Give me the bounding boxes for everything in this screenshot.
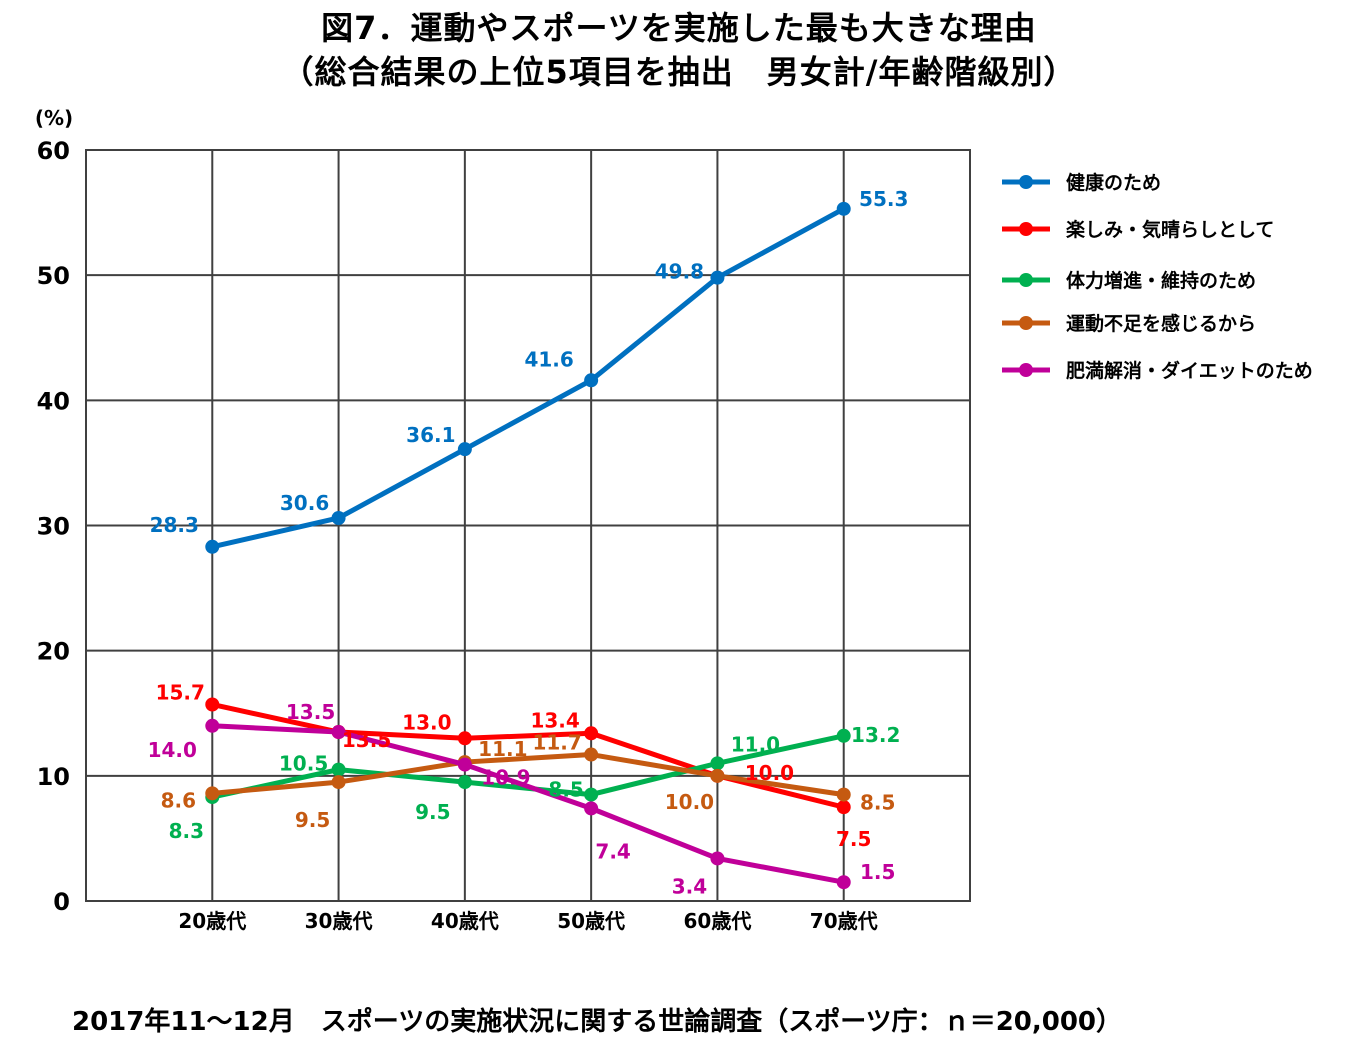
y-axis-label: (%) bbox=[35, 106, 73, 130]
x-tick-label: 30歳代 bbox=[305, 909, 373, 933]
data-label: 9.5 bbox=[415, 800, 450, 824]
data-label: 13.5 bbox=[342, 728, 391, 752]
data-point bbox=[710, 756, 724, 770]
data-label: 49.8 bbox=[655, 260, 704, 284]
data-label: 7.5 bbox=[836, 827, 871, 851]
source-footer: 2017年11～12月 スポーツの実施状況に関する世論調査（スポーツ庁：ｎ＝20… bbox=[72, 1002, 1122, 1042]
x-tick-label: 60歳代 bbox=[684, 909, 752, 933]
legend-marker bbox=[1019, 175, 1033, 189]
data-label: 10.0 bbox=[745, 761, 794, 785]
data-point bbox=[584, 801, 598, 815]
legend-label: 健康のため bbox=[1066, 171, 1161, 194]
data-point bbox=[584, 788, 598, 802]
x-tick-label: 40歳代 bbox=[431, 909, 499, 933]
data-point bbox=[837, 875, 851, 889]
data-label: 15.7 bbox=[156, 680, 205, 704]
y-tick-label: 40 bbox=[37, 387, 70, 415]
data-label: 8.6 bbox=[161, 788, 196, 812]
data-label: 8.5 bbox=[860, 791, 895, 815]
data-point bbox=[584, 726, 598, 740]
data-label: 28.3 bbox=[150, 513, 199, 537]
data-label: 10.9 bbox=[481, 766, 530, 790]
data-label: 3.4 bbox=[672, 874, 707, 898]
legend-marker bbox=[1019, 222, 1033, 236]
legend: 健康のため楽しみ・気晴らしとして体力増進・維持のため運動不足を感じるから肥満解消… bbox=[1002, 171, 1313, 382]
data-label: 11.7 bbox=[532, 731, 581, 755]
x-tick-label: 50歳代 bbox=[557, 909, 625, 933]
legend-marker bbox=[1019, 273, 1033, 287]
y-tick-label: 50 bbox=[37, 262, 70, 290]
data-label: 10.0 bbox=[665, 790, 714, 814]
data-point bbox=[710, 851, 724, 865]
data-point bbox=[710, 271, 724, 285]
legend-label: 体力増進・維持のため bbox=[1066, 269, 1256, 292]
data-label: 13.5 bbox=[286, 700, 335, 724]
data-point bbox=[710, 769, 724, 783]
x-tick-label: 70歳代 bbox=[810, 909, 878, 933]
data-point bbox=[837, 800, 851, 814]
data-label: 8.5 bbox=[548, 778, 583, 802]
x-tick-label: 20歳代 bbox=[178, 909, 246, 933]
data-label: 55.3 bbox=[859, 187, 908, 211]
data-point bbox=[458, 775, 472, 789]
data-label: 1.5 bbox=[860, 860, 895, 884]
data-point bbox=[458, 758, 472, 772]
y-tick-label: 10 bbox=[37, 763, 70, 791]
data-point bbox=[458, 442, 472, 456]
data-label: 11.0 bbox=[731, 732, 780, 756]
data-label: 8.3 bbox=[169, 819, 204, 843]
legend-marker bbox=[1019, 363, 1033, 377]
line-chart: (%) 0 10 20 30 40 50 60 20歳代 30歳代 40歳代 50歳代 60歳代 70歳… bbox=[0, 0, 1358, 1000]
data-label: 14.0 bbox=[148, 738, 197, 762]
data-point bbox=[205, 786, 219, 800]
data-label: 7.4 bbox=[595, 839, 630, 863]
data-label: 10.5 bbox=[279, 752, 328, 776]
y-tick-label: 60 bbox=[37, 137, 70, 165]
data-point bbox=[584, 373, 598, 387]
data-point bbox=[332, 763, 346, 777]
data-label: 36.1 bbox=[406, 423, 455, 447]
data-point bbox=[332, 511, 346, 525]
data-label: 13.0 bbox=[402, 710, 451, 734]
data-label: 30.6 bbox=[280, 491, 329, 515]
y-tick-label: 30 bbox=[37, 513, 70, 541]
y-tick-label: 0 bbox=[53, 888, 70, 916]
data-point bbox=[205, 697, 219, 711]
data-label: 13.4 bbox=[530, 708, 579, 732]
data-point bbox=[584, 748, 598, 762]
data-point bbox=[837, 202, 851, 216]
legend-marker bbox=[1019, 316, 1033, 330]
data-label: 11.1 bbox=[478, 737, 527, 761]
data-point bbox=[332, 775, 346, 789]
legend-label: 楽しみ・気晴らしとして bbox=[1066, 218, 1274, 241]
data-point bbox=[837, 788, 851, 802]
y-tick-label: 20 bbox=[37, 638, 70, 666]
data-point bbox=[837, 729, 851, 743]
data-label: 41.6 bbox=[524, 347, 573, 371]
data-point bbox=[205, 719, 219, 733]
data-point bbox=[205, 540, 219, 554]
data-labels: 28.3 30.6 36.1 41.6 49.8 55.3 15.7 13.5 13.0 13.4… bbox=[148, 187, 909, 899]
data-label: 13.2 bbox=[851, 723, 900, 747]
data-point bbox=[458, 731, 472, 745]
data-label: 9.5 bbox=[295, 808, 330, 832]
legend-label: 肥満解消・ダイエットのため bbox=[1066, 359, 1313, 382]
legend-label: 運動不足を感じるから bbox=[1066, 312, 1256, 335]
